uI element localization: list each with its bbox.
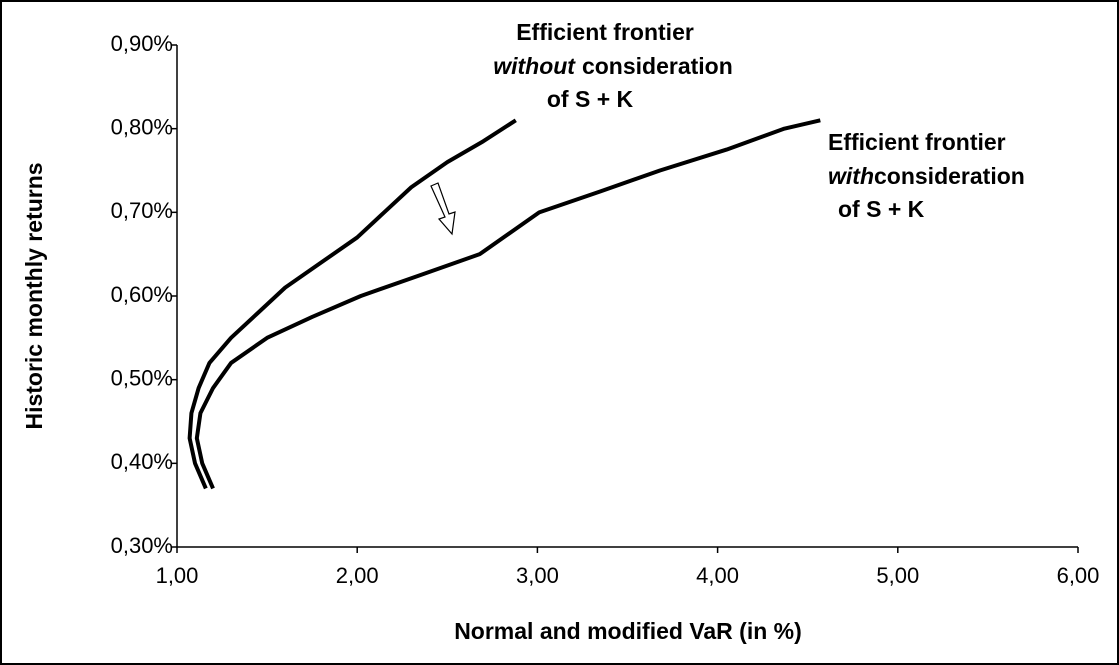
x-tick-label: 4,00 [696, 563, 739, 588]
y-tick-label: 0,50% [111, 365, 173, 390]
y-tick-label: 0,30% [111, 533, 173, 558]
annotation-line: withconsideration [828, 163, 1025, 189]
annotation-text: with [828, 163, 874, 189]
annotation-line: Efficient frontier [828, 129, 1006, 155]
annotation: Efficient frontier withconsideration of … [828, 129, 1025, 222]
y-tick-label: 0,90% [111, 31, 173, 56]
y-tick-label: 0,80% [111, 114, 173, 139]
series-line [187, 118, 517, 490]
annotation-text: consideration [874, 163, 1025, 189]
x-tick-label: 2,00 [336, 563, 379, 588]
annotation-text: consideration [582, 53, 733, 79]
annotation-text: without [493, 53, 576, 79]
x-tick-label: 1,00 [156, 563, 199, 588]
annotation-text: Efficient frontier [516, 19, 694, 45]
y-axis-label: Historic monthly returns [21, 162, 47, 429]
annotation-text: of S + K [838, 196, 925, 222]
x-tick-label: 5,00 [876, 563, 919, 588]
y-tick-label: 0,40% [111, 449, 173, 474]
annotation-text: Efficient frontier [828, 129, 1006, 155]
annotation-line: Efficient frontier [516, 19, 694, 45]
arrow [430, 182, 456, 236]
annotation-line: without consideration [493, 53, 733, 79]
annotation-text: of S + K [547, 86, 634, 112]
x-axis-label: Normal and modified VaR (in %) [454, 618, 802, 644]
annotation-line: of S + K [838, 196, 925, 222]
annotation: Efficient frontier without consideration … [493, 19, 733, 112]
y-tick-label: 0,70% [111, 198, 173, 223]
x-tick-label: 3,00 [516, 563, 559, 588]
annotation-line: of S + K [547, 86, 634, 112]
y-tick-label: 0,60% [111, 282, 173, 307]
series-line [194, 118, 821, 490]
x-tick-label: 6,00 [1057, 563, 1100, 588]
